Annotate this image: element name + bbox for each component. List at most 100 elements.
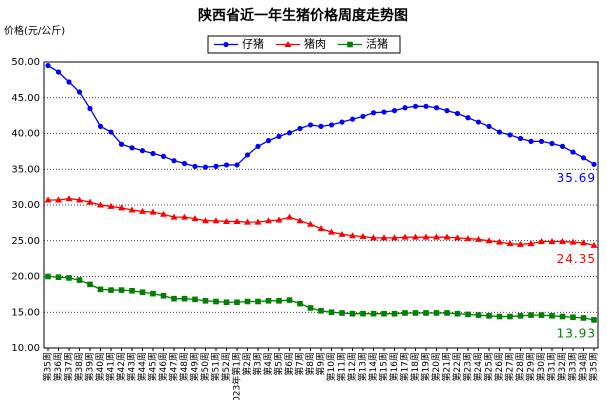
point [255, 143, 261, 149]
x-tick-label: 第50周 [199, 352, 211, 381]
x-tick-label: 第4周 [262, 352, 274, 376]
point [475, 119, 482, 125]
point [391, 234, 398, 241]
legend-label: 猪肉 [304, 38, 326, 51]
point [475, 235, 482, 242]
point [433, 233, 440, 240]
point [118, 287, 125, 293]
point [475, 312, 482, 318]
x-tick-label: 第18周 [409, 352, 421, 381]
point [118, 204, 125, 211]
point [496, 238, 503, 245]
x-tick-label: 第6周 [283, 352, 295, 376]
point [580, 239, 587, 246]
data-label: 13.93 [557, 326, 596, 340]
x-tick-label: 第48周 [178, 352, 190, 381]
x-tick-label: 第45周 [147, 352, 159, 381]
point [370, 234, 377, 241]
point [254, 218, 262, 225]
point [328, 228, 335, 235]
y-tick-label: 45.00 [11, 93, 40, 104]
point [265, 298, 272, 304]
point [580, 155, 587, 161]
point [212, 217, 220, 224]
point [496, 313, 503, 320]
point [422, 233, 430, 240]
point [338, 230, 346, 237]
x-tick-label: 第47周 [168, 352, 180, 381]
x-tick-label: 第32周 [556, 352, 568, 381]
chart-title: 陕西省近一年生猪价格周度走势图 [198, 7, 408, 24]
point [349, 310, 356, 317]
point [171, 295, 177, 302]
point [401, 233, 409, 240]
point [538, 237, 545, 244]
point [139, 207, 146, 214]
point [87, 281, 93, 288]
data-label: 35.69 [557, 171, 596, 185]
point [160, 293, 167, 299]
point [402, 105, 408, 111]
legend-marker [284, 41, 292, 47]
point [307, 305, 314, 311]
point [538, 312, 545, 318]
point [317, 225, 325, 232]
point [244, 152, 251, 158]
point [349, 116, 356, 122]
point [107, 202, 115, 209]
point [213, 298, 219, 305]
x-tick-label: 第38周 [73, 352, 85, 381]
x-tick-label: 第33周 [567, 352, 579, 381]
point [76, 277, 83, 283]
x-tick-label: 第19周 [420, 352, 432, 381]
x-tick-label: 第17周 [399, 352, 411, 381]
point [307, 220, 314, 227]
point [486, 313, 492, 319]
point [297, 300, 303, 307]
point [517, 135, 524, 142]
point [507, 313, 513, 320]
point [223, 299, 230, 306]
y-axis-label: 价格(元/公斤) [4, 24, 65, 37]
x-tick-label: 第10周 [325, 352, 337, 381]
point [507, 132, 513, 138]
point [443, 233, 451, 240]
point [286, 213, 293, 220]
point [370, 110, 377, 116]
legend-marker [223, 41, 229, 48]
point [548, 237, 556, 244]
point [150, 150, 156, 157]
point [496, 129, 503, 135]
y-tick-label: 40.00 [11, 129, 40, 140]
point [108, 287, 114, 293]
point [244, 298, 251, 305]
point [181, 160, 188, 167]
x-tick-label: 第44周 [136, 352, 148, 381]
x-tick-label: 第52周 [220, 352, 232, 381]
point [129, 145, 135, 151]
point [454, 310, 461, 317]
x-tick-label: 第39周 [84, 352, 96, 381]
point [339, 119, 345, 125]
point [454, 234, 461, 241]
point [381, 310, 387, 317]
x-tick-label: 第22周 [451, 352, 463, 381]
x-tick-label: 第5周 [273, 352, 285, 376]
point [150, 290, 156, 297]
x-tick-label: 第20周 [430, 352, 442, 381]
point [275, 216, 283, 223]
point [202, 298, 209, 304]
point [559, 313, 566, 320]
point [444, 108, 450, 114]
point [192, 296, 198, 303]
point [45, 273, 51, 280]
y-tick-label: 10.00 [11, 343, 40, 354]
point [359, 232, 367, 239]
point [213, 163, 219, 169]
point [381, 109, 387, 115]
x-tick-label: 第40周 [94, 352, 106, 381]
point [433, 105, 440, 111]
legend-label: 仔猪 [242, 38, 264, 51]
point [296, 217, 304, 224]
